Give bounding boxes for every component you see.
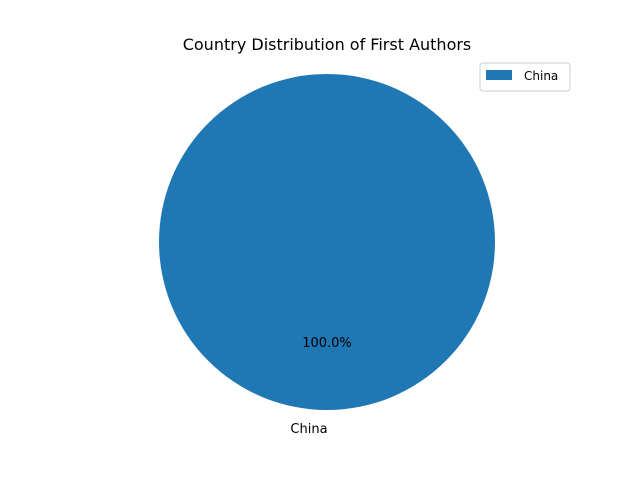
legend: China — [479, 62, 571, 92]
pie-area: 100.0% China — [159, 74, 495, 437]
legend-swatch — [486, 70, 512, 80]
pie-category-label: China — [290, 422, 327, 437]
chart-title: Country Distribution of First Authors — [183, 35, 472, 54]
pie-slice-china — [159, 74, 495, 410]
pie-percent-label: 100.0% — [302, 336, 352, 351]
legend-label: China — [524, 69, 558, 83]
